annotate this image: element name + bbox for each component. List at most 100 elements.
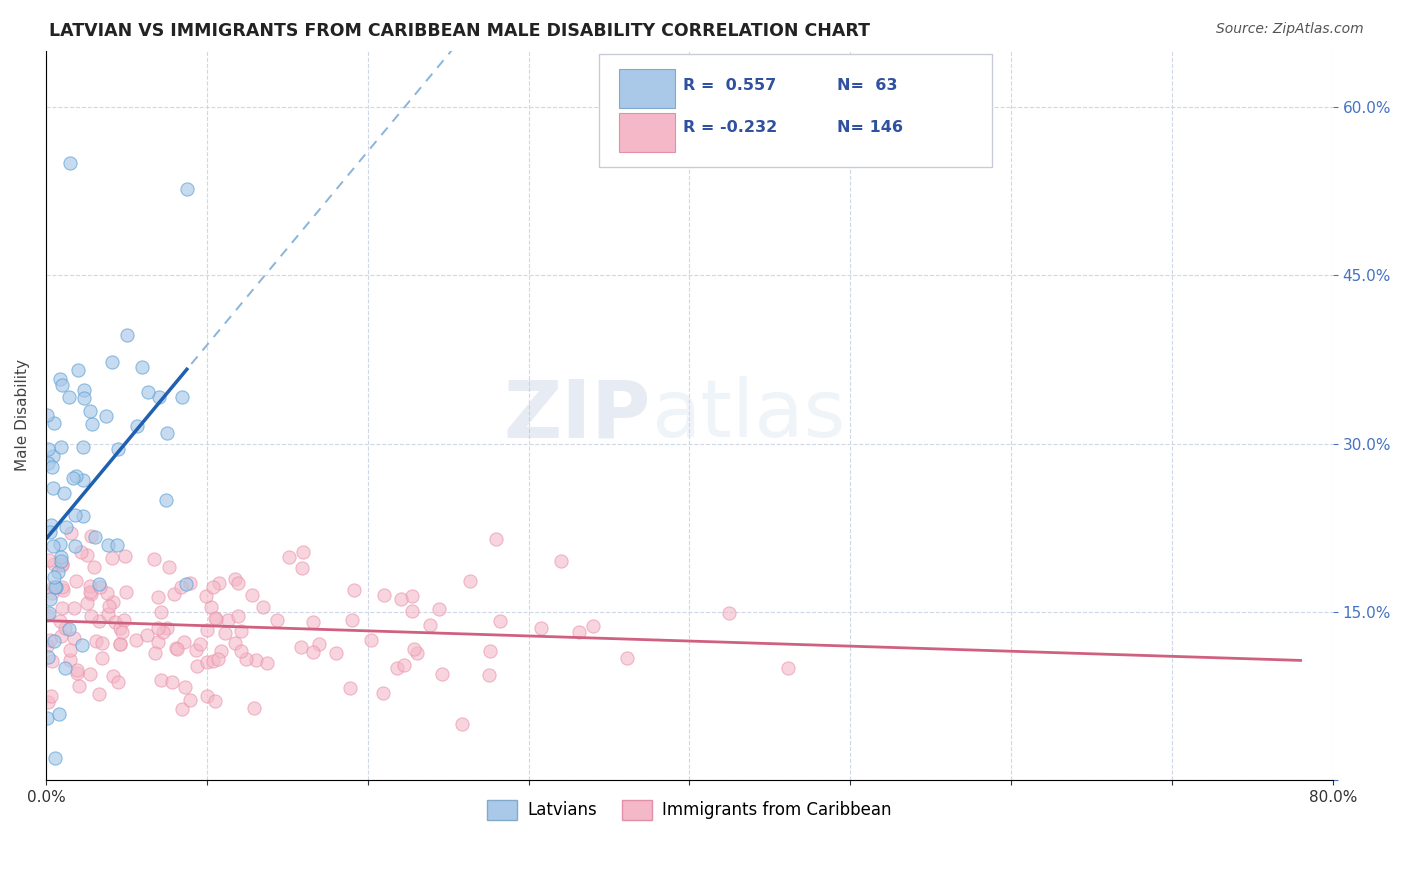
Point [37,442,59,456]
Point [266,613,288,627]
Point [79,585,101,599]
Point [39,632,62,647]
Point [42,416,65,430]
Text: R = -0.232: R = -0.232 [683,120,778,135]
Point [201,654,224,668]
Point [343,582,366,597]
Point [108,637,131,651]
Point [44,557,66,571]
Point [776,661,799,675]
Point [165,641,187,656]
Point [188,637,211,651]
Point [63,600,86,615]
Point [101,355,124,369]
Point [125,419,148,434]
Point [373,686,395,700]
Point [568,625,591,640]
Text: N= 146: N= 146 [838,120,904,135]
Point [59,643,82,657]
Point [49,372,72,386]
Point [107,442,129,456]
Point [35,711,58,725]
Point [87,687,110,701]
Point [46,565,69,579]
Point [360,632,382,647]
Point [58,622,80,636]
Point [84,530,107,544]
Point [163,587,186,601]
Point [131,359,153,374]
Point [108,637,131,651]
Point [42,539,65,553]
Point [44,580,66,594]
Point [58,391,80,405]
Point [44,570,66,584]
Point [373,588,395,602]
Point [582,618,605,632]
Point [51,558,73,572]
Point [176,576,198,591]
Point [49,554,72,568]
Point [156,425,179,440]
Point [148,390,170,404]
Point [76,596,98,610]
Point [104,615,127,630]
Point [290,640,312,655]
Point [97,538,120,552]
Point [38,606,60,620]
Point [406,646,429,660]
Point [152,624,174,639]
Point [389,591,412,606]
Point [42,449,65,463]
Point [49,441,72,455]
Point [150,673,173,688]
Point [209,644,232,658]
Point [101,550,124,565]
Point [67,679,90,693]
Point [79,529,101,543]
FancyBboxPatch shape [619,112,675,153]
Point [80,608,103,623]
Point [79,666,101,681]
Point [342,613,364,627]
Point [62,471,84,485]
Point [79,587,101,601]
Point [224,572,246,586]
Point [115,585,138,599]
Point [110,621,132,635]
Point [44,751,66,765]
Point [114,549,136,564]
Point [87,576,110,591]
Point [45,580,67,594]
Point [53,661,76,675]
Point [83,560,105,574]
Point [125,633,148,648]
Point [550,554,572,568]
Point [72,440,94,454]
Point [146,621,169,635]
Point [195,689,218,703]
Point [166,642,188,657]
Point [176,182,198,196]
FancyBboxPatch shape [619,69,675,108]
Point [156,621,179,635]
Point [186,659,208,673]
Point [70,545,93,559]
Point [39,518,62,533]
Point [235,652,257,666]
Point [179,693,201,707]
Point [402,642,425,657]
Point [51,629,73,643]
Point [59,156,82,170]
Point [256,657,278,671]
Point [42,481,65,495]
Text: Source: ZipAtlas.com: Source: ZipAtlas.com [1216,22,1364,37]
Point [278,550,301,565]
Point [35,640,58,654]
Point [173,680,195,694]
Point [53,485,76,500]
Point [41,586,63,600]
Text: LATVIAN VS IMMIGRANTS FROM CARIBBEAN MALE DISABILITY CORRELATION CHART: LATVIAN VS IMMIGRANTS FROM CARIBBEAN MAL… [49,22,870,40]
Point [37,696,59,710]
Point [173,634,195,648]
